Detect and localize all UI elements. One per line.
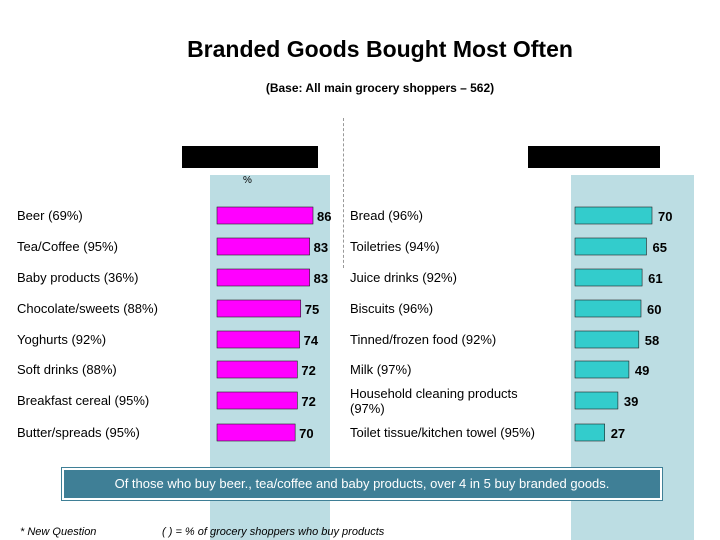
right-bar-value: 27 xyxy=(611,426,625,441)
left-bar-value: 86 xyxy=(317,209,331,224)
right-bar-value: 58 xyxy=(645,333,659,348)
right-category-label: Toiletries (94%) xyxy=(350,239,440,254)
right-category-label: Milk (97%) xyxy=(350,362,411,377)
right-category-label: Toilet tissue/kitchen towel (95%) xyxy=(350,425,535,440)
left-category-label: Butter/spreads (95%) xyxy=(17,425,140,440)
right-bar xyxy=(574,206,653,225)
right-bar xyxy=(574,391,619,410)
base-note: ( ) = % of grocery shoppers who buy prod… xyxy=(162,526,385,538)
right-bar-value: 49 xyxy=(635,363,649,378)
right-category-label: Tinned/frozen food (92%) xyxy=(350,332,496,347)
right-bar xyxy=(574,423,606,442)
left-bar-value: 72 xyxy=(301,363,315,378)
right-category-label: Bread (96%) xyxy=(350,208,423,223)
right-bar-value: 60 xyxy=(647,302,661,317)
left-bar-value: 83 xyxy=(314,271,328,286)
left-bar-value: 74 xyxy=(304,333,319,348)
new-question-note: * New Question xyxy=(20,526,97,538)
left-category-label: Yoghurts (92%) xyxy=(17,332,106,347)
right-bar-value: 65 xyxy=(653,240,667,255)
right-category-label: Juice drinks (92%) xyxy=(350,270,457,285)
right-column-header xyxy=(528,146,660,168)
left-category-label: Breakfast cereal (95%) xyxy=(17,393,149,408)
right-bar xyxy=(574,360,630,379)
left-bar-value: 75 xyxy=(305,302,319,317)
right-bar xyxy=(574,237,647,256)
right-category-label: (97%) xyxy=(350,401,385,416)
column-divider xyxy=(343,118,344,268)
left-category-label: Tea/Coffee (95%) xyxy=(17,239,118,254)
right-bar xyxy=(574,299,642,318)
right-bar xyxy=(574,268,643,287)
right-bar-value: 61 xyxy=(648,271,662,286)
right-category-label: Household cleaning products xyxy=(350,386,518,401)
left-bar xyxy=(216,330,300,349)
left-bar xyxy=(216,360,298,379)
right-bar-value: 39 xyxy=(624,394,638,409)
left-category-label: Beer (69%) xyxy=(17,208,83,223)
left-bar xyxy=(216,237,310,256)
left-bar xyxy=(216,268,310,287)
chart-title: Branded Goods Bought Most Often xyxy=(187,36,573,62)
chart-subtitle: (Base: All main grocery shoppers – 562) xyxy=(265,81,495,95)
left-bar-value: 72 xyxy=(301,394,315,409)
left-column-header xyxy=(182,146,318,168)
left-bar xyxy=(216,423,296,442)
right-bar xyxy=(574,330,640,349)
percent-label: % xyxy=(243,175,252,186)
left-category-label: Soft drinks (88%) xyxy=(17,362,117,377)
footer-callout: Of those who buy beer., tea/coffee and b… xyxy=(62,468,662,500)
left-bar xyxy=(216,206,314,225)
left-bar-value: 70 xyxy=(299,426,313,441)
left-bar xyxy=(216,391,298,410)
left-bar-value: 83 xyxy=(314,240,328,255)
left-category-label: Chocolate/sweets (88%) xyxy=(17,301,158,316)
right-bar-value: 70 xyxy=(658,209,672,224)
right-category-label: Biscuits (96%) xyxy=(350,301,433,316)
left-bar xyxy=(216,299,302,318)
left-category-label: Baby products (36%) xyxy=(17,270,138,285)
